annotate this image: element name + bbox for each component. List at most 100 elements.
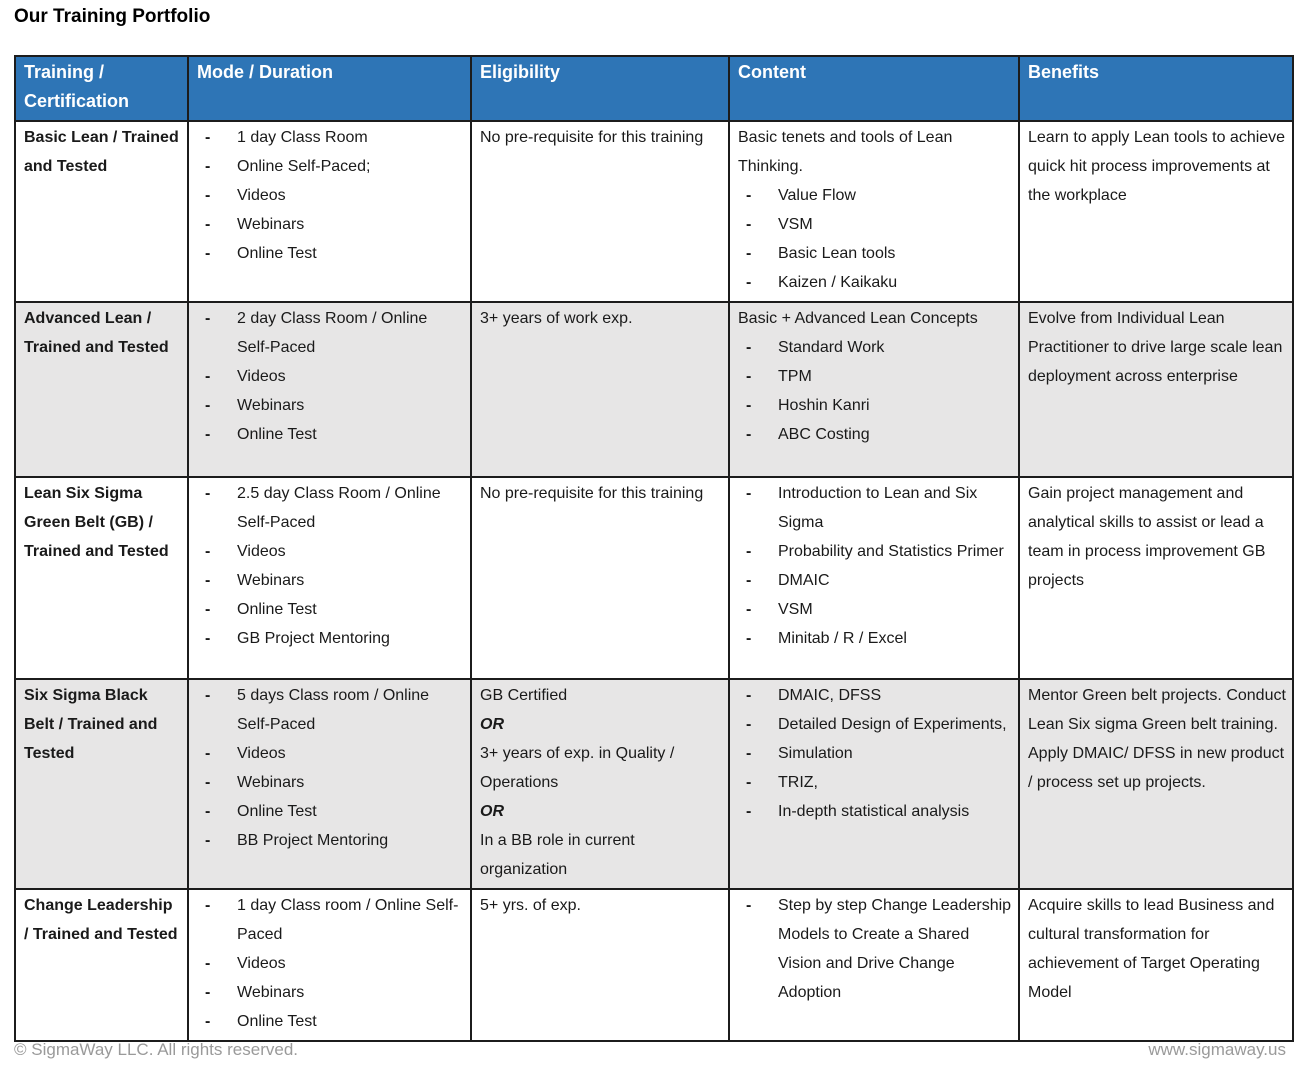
bullet-item: Videos	[197, 739, 464, 768]
bullet-item: BB Project Mentoring	[197, 826, 464, 855]
col-header-mode: Mode / Duration	[187, 55, 472, 122]
eligibility-cell: 3+ years of work exp.	[470, 301, 730, 478]
benefits-cell: Learn to apply Lean tools to achieve qui…	[1018, 120, 1294, 303]
eligibility-text: No pre-requisite for this training	[480, 129, 704, 146]
training-name: Change Leadership / Trained and Tested	[24, 897, 178, 943]
eligibility-or: OR	[480, 803, 504, 820]
benefits-text: Learn to apply Lean tools to achieve qui…	[1028, 129, 1286, 204]
training-cell: Six Sigma Black Belt / Trained and Teste…	[14, 678, 189, 890]
training-cell: Advanced Lean / Trained and Tested	[14, 301, 189, 478]
bullet-item: Probability and Statistics Primer	[738, 537, 1012, 566]
bullet-item: Online Self-Paced;	[197, 152, 464, 181]
mode-cell: 5 days Class room / Online Self-Paced Vi…	[187, 678, 472, 890]
mode-cell: 1 day Class Room Online Self-Paced; Vide…	[187, 120, 472, 303]
copyright-text: © SigmaWay LLC. All rights reserved.	[14, 1040, 298, 1059]
bullet-item: Online Test	[197, 1007, 464, 1036]
table-row: Change Leadership / Trained and Tested 1…	[14, 888, 1294, 1042]
bullet-item: 2.5 day Class Room / Online Self-Paced	[197, 479, 464, 537]
benefits-cell: Acquire skills to lead Business and cult…	[1018, 888, 1294, 1042]
benefits-text: Evolve from Individual Lean Practitioner…	[1028, 310, 1283, 385]
bullet-item: Online Test	[197, 239, 464, 268]
table-row: Advanced Lean / Trained and Tested 2 day…	[14, 301, 1294, 478]
bullet-item: Webinars	[197, 210, 464, 239]
training-cell: Lean Six Sigma Green Belt (GB) / Trained…	[14, 476, 189, 680]
bullet-item: Introduction to Lean and Six Sigma	[738, 479, 1012, 537]
eligibility-or: OR	[480, 716, 504, 733]
bullet-item: In-depth statistical analysis	[738, 797, 1012, 826]
training-name: Advanced Lean / Trained and Tested	[24, 310, 169, 356]
benefits-cell: Evolve from Individual Lean Practitioner…	[1018, 301, 1294, 478]
bullet-item: DMAIC	[738, 566, 1012, 595]
training-name: Basic Lean / Trained and Tested	[24, 129, 179, 175]
content-cell: Step by step Change Leadership Models to…	[728, 888, 1020, 1042]
eligibility-text: 5+ yrs. of exp.	[480, 897, 581, 914]
table-row: Basic Lean / Trained and Tested 1 day Cl…	[14, 120, 1294, 303]
bullet-item: Step by step Change Leadership Models to…	[738, 891, 1012, 1007]
bullet-item: Online Test	[197, 420, 464, 449]
benefits-text: Mentor Green belt projects. Conduct Lean…	[1028, 687, 1286, 791]
eligibility-cell: GB Certified OR 3+ years of exp. in Qual…	[470, 678, 730, 890]
bullet-item: Webinars	[197, 391, 464, 420]
bullet-item: ABC Costing	[738, 420, 1012, 449]
bullet-item: VSM	[738, 595, 1012, 624]
benefits-text: Acquire skills to lead Business and cult…	[1028, 897, 1275, 1001]
bullet-item: Videos	[197, 537, 464, 566]
mode-cell: 2 day Class Room / Online Self-Paced Vid…	[187, 301, 472, 478]
bullet-item: TPM	[738, 362, 1012, 391]
content-cell: Basic tenets and tools of Lean Thinking.…	[728, 120, 1020, 303]
bullet-item: Online Test	[197, 595, 464, 624]
bullet-item: Detailed Design of Experiments,	[738, 710, 1012, 739]
benefits-cell: Mentor Green belt projects. Conduct Lean…	[1018, 678, 1294, 890]
table-header-row: Training / Certification Mode / Duration…	[14, 55, 1294, 122]
bullet-item: Webinars	[197, 768, 464, 797]
website-url[interactable]: www.sigmaway.us	[1148, 1040, 1286, 1059]
eligibility-text: 3+ years of work exp.	[480, 310, 633, 327]
page-footer: © SigmaWay LLC. All rights reserved. www…	[14, 1040, 1286, 1060]
bullet-item: Standard Work	[738, 333, 1012, 362]
bullet-item: TRIZ,	[738, 768, 1012, 797]
col-header-eligibility: Eligibility	[470, 55, 730, 122]
bullet-item: Simulation	[738, 739, 1012, 768]
eligibility-text: No pre-requisite for this training	[480, 485, 704, 502]
bullet-item: Webinars	[197, 978, 464, 1007]
bullet-item: GB Project Mentoring	[197, 624, 464, 653]
table-row: Lean Six Sigma Green Belt (GB) / Trained…	[14, 476, 1294, 680]
benefits-text: Gain project management and analytical s…	[1028, 485, 1266, 589]
content-cell: Introduction to Lean and Six Sigma Proba…	[728, 476, 1020, 680]
bullet-item: Basic Lean tools	[738, 239, 1012, 268]
mode-cell: 1 day Class room / Online Self-Paced Vid…	[187, 888, 472, 1042]
training-cell: Change Leadership / Trained and Tested	[14, 888, 189, 1042]
bullet-item: VSM	[738, 210, 1012, 239]
bullet-item: Hoshin Kanri	[738, 391, 1012, 420]
bullet-item: 2 day Class Room / Online Self-Paced	[197, 304, 464, 362]
bullet-item: Minitab / R / Excel	[738, 624, 1012, 653]
eligibility-text: 3+ years of exp. in Quality / Operations	[480, 745, 675, 791]
table-row: Six Sigma Black Belt / Trained and Teste…	[14, 678, 1294, 890]
eligibility-text: In a BB role in current organization	[480, 832, 635, 878]
bullet-item: Value Flow	[738, 181, 1012, 210]
training-name: Lean Six Sigma Green Belt (GB) / Trained…	[24, 485, 169, 560]
training-portfolio-table: Training / Certification Mode / Duration…	[14, 55, 1294, 1042]
content-cell: Basic + Advanced Lean Concepts Standard …	[728, 301, 1020, 478]
bullet-item: Online Test	[197, 797, 464, 826]
eligibility-cell: No pre-requisite for this training	[470, 120, 730, 303]
training-name: Six Sigma Black Belt / Trained and Teste…	[24, 687, 158, 762]
page-title: Our Training Portfolio	[14, 6, 211, 27]
bullet-item: 1 day Class Room	[197, 123, 464, 152]
training-cell: Basic Lean / Trained and Tested	[14, 120, 189, 303]
content-intro: Basic + Advanced Lean Concepts	[738, 310, 978, 327]
content-intro: Basic tenets and tools of Lean Thinking.	[738, 129, 953, 175]
eligibility-cell: No pre-requisite for this training	[470, 476, 730, 680]
col-header-content: Content	[728, 55, 1020, 122]
bullet-item: DMAIC, DFSS	[738, 681, 1012, 710]
bullet-item: 1 day Class room / Online Self-Paced	[197, 891, 464, 949]
content-cell: DMAIC, DFSS Detailed Design of Experimen…	[728, 678, 1020, 890]
col-header-benefits: Benefits	[1018, 55, 1294, 122]
eligibility-text: GB Certified	[480, 687, 568, 704]
mode-cell: 2.5 day Class Room / Online Self-Paced V…	[187, 476, 472, 680]
bullet-item: Webinars	[197, 566, 464, 595]
eligibility-cell: 5+ yrs. of exp.	[470, 888, 730, 1042]
bullet-item: Kaizen / Kaikaku	[738, 268, 1012, 297]
bullet-item: Videos	[197, 362, 464, 391]
